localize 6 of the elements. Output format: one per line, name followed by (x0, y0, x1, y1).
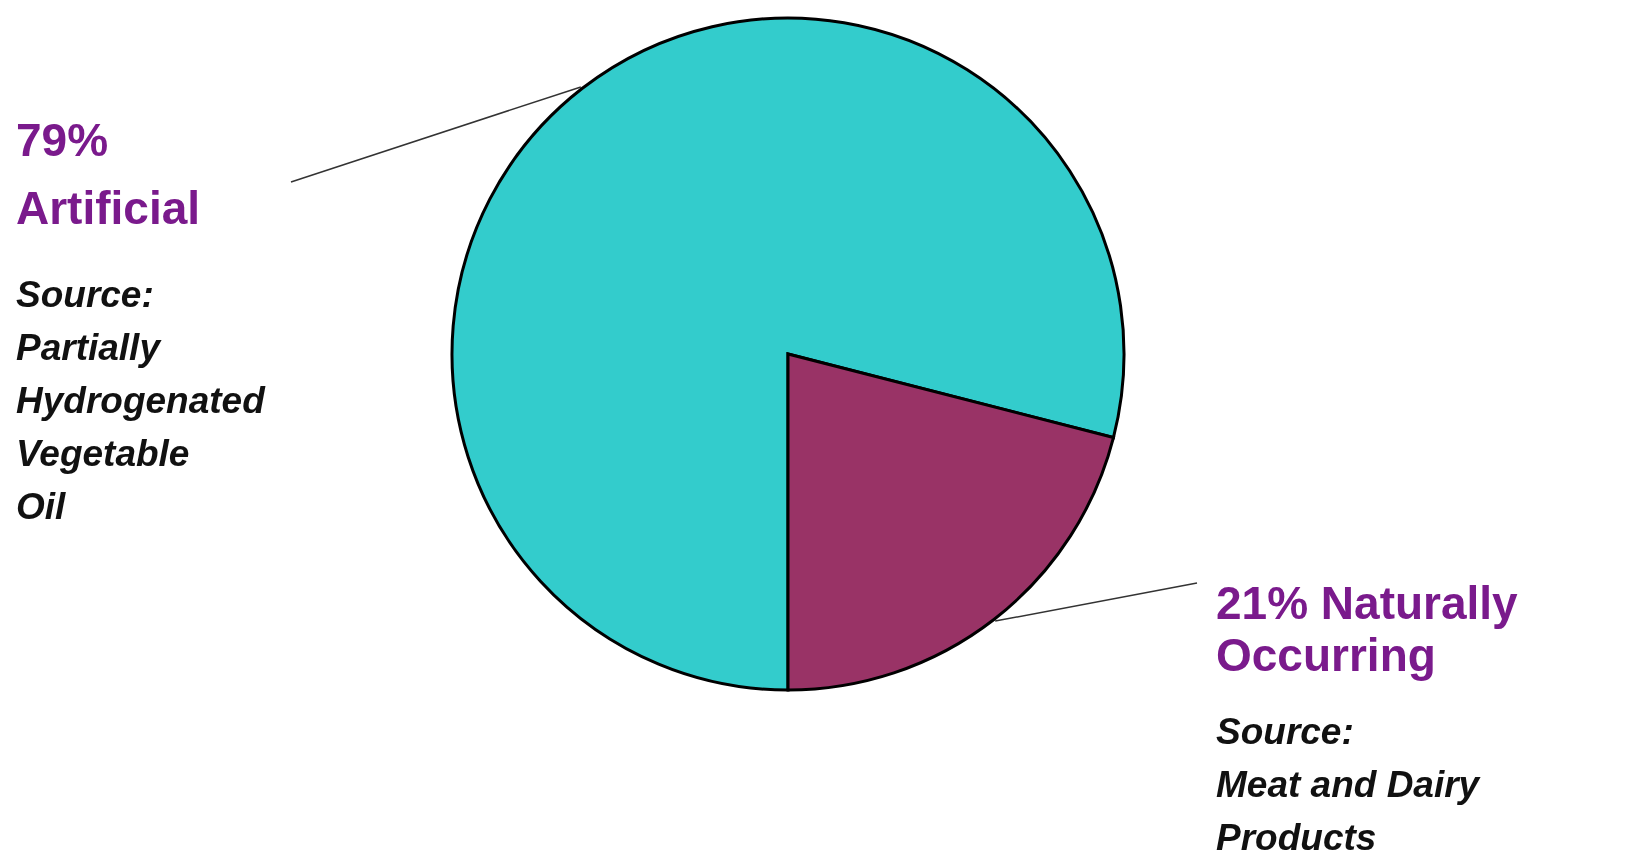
data-label: 79% (16, 114, 109, 166)
slice-label: 21% Naturally Occurring (1216, 577, 1519, 681)
slice-label: Artificial (16, 182, 201, 234)
pie-slice (450, 16, 1126, 692)
source-note: Source: Partially Hydrogenated Vegetable Oil (16, 274, 267, 527)
source-note: Source: Meat and Dairy Products (1216, 711, 1482, 858)
